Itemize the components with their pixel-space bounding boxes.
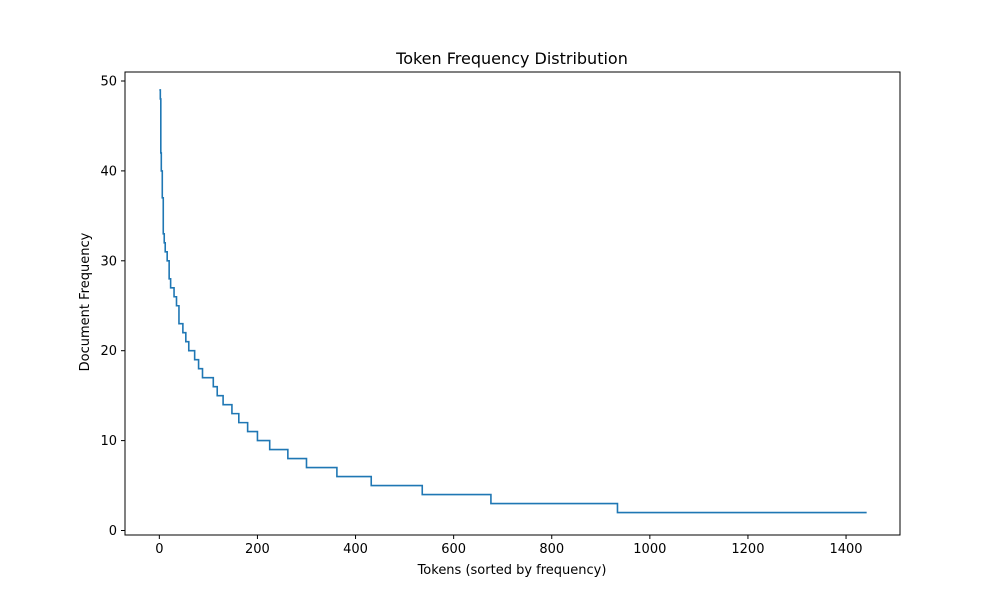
plot-area [159, 89, 867, 514]
series-line-0 [159, 89, 867, 514]
x-tick-label: 800 [539, 542, 564, 557]
y-tick-label: 0 [109, 524, 117, 539]
y-tick-label: 10 [100, 434, 117, 449]
y-tick-label: 50 [100, 74, 117, 89]
chart-title: Token Frequency Distribution [395, 49, 628, 68]
plot-frame [124, 71, 901, 536]
x-tick-label: 1200 [731, 542, 764, 557]
x-axis-label: Tokens (sorted by frequency) [417, 563, 607, 578]
x-axis-ticks: 0 200 400 600 800 1000 1200 1400 [155, 535, 863, 557]
y-tick-label: 20 [100, 344, 117, 359]
x-tick-label: 0 [155, 542, 163, 557]
x-tick-label: 200 [245, 542, 270, 557]
y-tick-label: 30 [100, 254, 117, 269]
x-tick-label: 1000 [633, 542, 666, 557]
x-tick-label: 400 [343, 542, 368, 557]
y-axis-label: Document Frequency [78, 232, 93, 371]
y-tick-label: 40 [100, 164, 117, 179]
x-tick-label: 1400 [829, 542, 862, 557]
y-axis-ticks: 0 10 20 30 40 50 [100, 74, 125, 539]
x-tick-label: 600 [441, 542, 466, 557]
